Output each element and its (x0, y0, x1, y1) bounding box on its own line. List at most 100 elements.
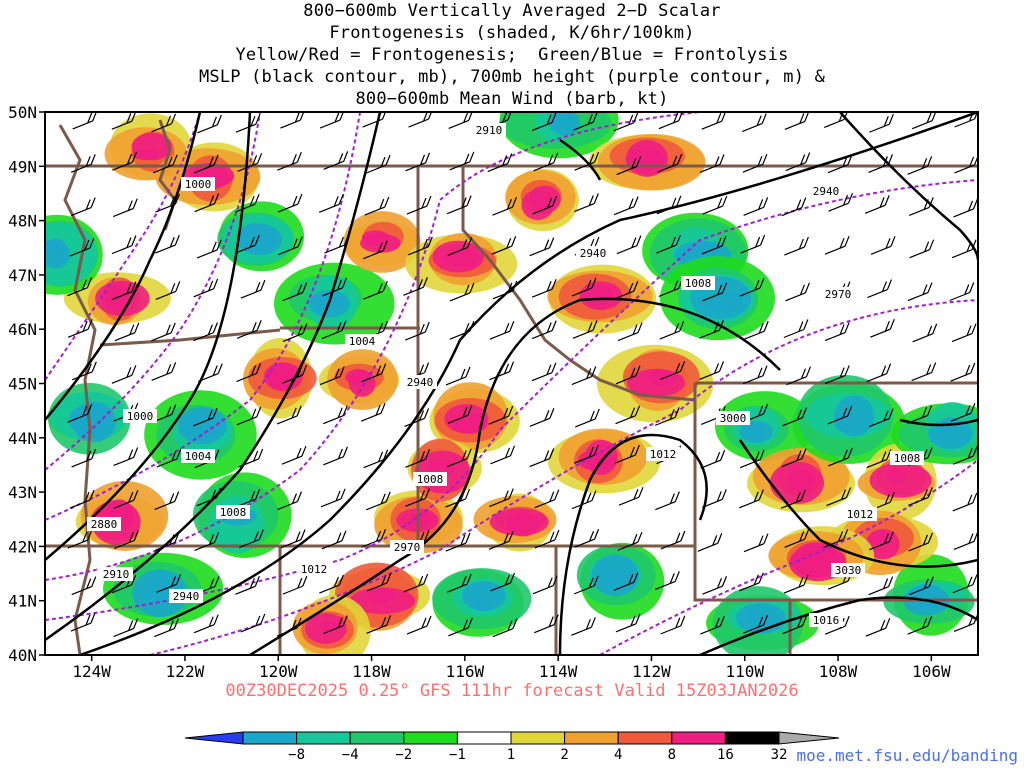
wind-barb (360, 402, 386, 422)
wind-barb (193, 322, 218, 342)
latitude-axis: 50N 49N 48N 47N 46N 45N 44N 43N 42N 41N 40N (8, 103, 45, 665)
wind-barb (571, 490, 597, 510)
colorbar-tick-label: −8 (288, 747, 305, 763)
wind-barb (277, 193, 303, 213)
wind-barb (194, 193, 220, 213)
wind-barb (406, 615, 432, 635)
wind-barb (489, 361, 515, 381)
wind-barb (234, 193, 260, 213)
lon-tick-label: 114W (539, 662, 578, 681)
wind-barb (741, 113, 767, 133)
wind-barb (236, 363, 262, 383)
wind-barb (236, 406, 262, 426)
wind-barb (236, 320, 262, 339)
wind-barb (491, 235, 517, 255)
mslp-label-bg (345, 334, 379, 348)
wind-barb (155, 281, 181, 300)
height-contour-label: 2940 (407, 376, 434, 389)
height-label-bg (472, 123, 506, 137)
wind-barb (322, 277, 348, 297)
wind-barb (826, 487, 852, 507)
wind-barb (615, 405, 641, 425)
shading-blob (427, 459, 456, 476)
wind-barb (615, 365, 641, 385)
wind-barb (72, 361, 97, 381)
wind-barb (321, 530, 347, 550)
shading-blob (689, 241, 714, 255)
wind-barb (323, 151, 349, 170)
wind-barb (280, 529, 306, 549)
shading-blob (703, 292, 742, 312)
wind-barb (403, 277, 428, 296)
wind-barb (911, 362, 937, 382)
wind-barb (529, 237, 555, 257)
mslp-label-bg (681, 276, 715, 290)
wind-barb (654, 407, 680, 426)
colorbar-bin (349, 731, 405, 745)
wind-barb (405, 449, 431, 468)
wind-barb (531, 362, 557, 382)
wind-barb (534, 614, 559, 634)
wind-barb (575, 408, 600, 428)
wind-barb (660, 361, 686, 380)
wind-barb (69, 489, 95, 509)
wind-barb (699, 319, 724, 339)
wind-barb (571, 617, 596, 636)
wind-barb (909, 239, 935, 259)
shading-blob (361, 230, 390, 246)
shading-blob (521, 189, 555, 221)
wind-barb (154, 532, 180, 551)
wind-barb (908, 197, 934, 216)
wind-barb (618, 486, 644, 506)
wind-barb (404, 408, 430, 427)
height-label-bg (390, 540, 424, 554)
height-contour-label: 2910 (103, 568, 130, 581)
wind-barb (534, 529, 560, 549)
wind-barb (112, 151, 138, 171)
wind-barb (783, 574, 809, 594)
wind-barb (67, 277, 93, 297)
mslp-contour-label: 1012 (301, 563, 328, 576)
wind-barb (617, 531, 643, 551)
title-line-2: Frontogenesis (shaded, K/6hr/100km) (329, 23, 695, 43)
wind-barb (533, 152, 559, 172)
wind-barb (531, 279, 557, 298)
title-line-4: MSLP (black contour, mb), 700mb height (… (198, 67, 826, 87)
wind-barb (447, 405, 473, 424)
wind-barb (240, 279, 266, 299)
wind-barb (403, 573, 429, 593)
wind-barb (951, 323, 977, 343)
lat-tick-label: 47N (8, 266, 37, 285)
wind-barb (867, 279, 893, 299)
wind-barb (739, 277, 765, 297)
mslp-contour-label: 1004 (349, 335, 376, 348)
wind-barb (71, 576, 97, 596)
wind-barb (740, 234, 766, 254)
wind-barb (699, 154, 725, 174)
wind-barb (449, 282, 475, 302)
wind-barb (365, 154, 391, 174)
wind-barb (276, 617, 302, 637)
credit-link[interactable]: moe.met.fsu.edu/banding (796, 746, 1018, 765)
wind-barb (155, 193, 181, 213)
wind-barb (67, 319, 93, 338)
wind-barb (702, 195, 728, 215)
wind-barb (700, 615, 725, 635)
wind-barb (156, 448, 182, 468)
mslp-contour-label: 1008 (417, 473, 444, 486)
wind-barb (950, 403, 976, 422)
wind-barb (571, 277, 597, 297)
wind-barb (361, 363, 387, 383)
wind-barb (446, 448, 472, 468)
wind-barb (449, 320, 475, 340)
wind-barb (529, 448, 555, 468)
shading-blob (265, 362, 296, 389)
mslp-label-bg (413, 472, 447, 486)
wind-barb (907, 156, 933, 175)
mslp-label-bg (216, 505, 250, 519)
wind-barb (282, 323, 308, 343)
mslp-label-bg (809, 613, 843, 627)
wind-barb (574, 193, 599, 213)
wind-barb (361, 528, 387, 548)
